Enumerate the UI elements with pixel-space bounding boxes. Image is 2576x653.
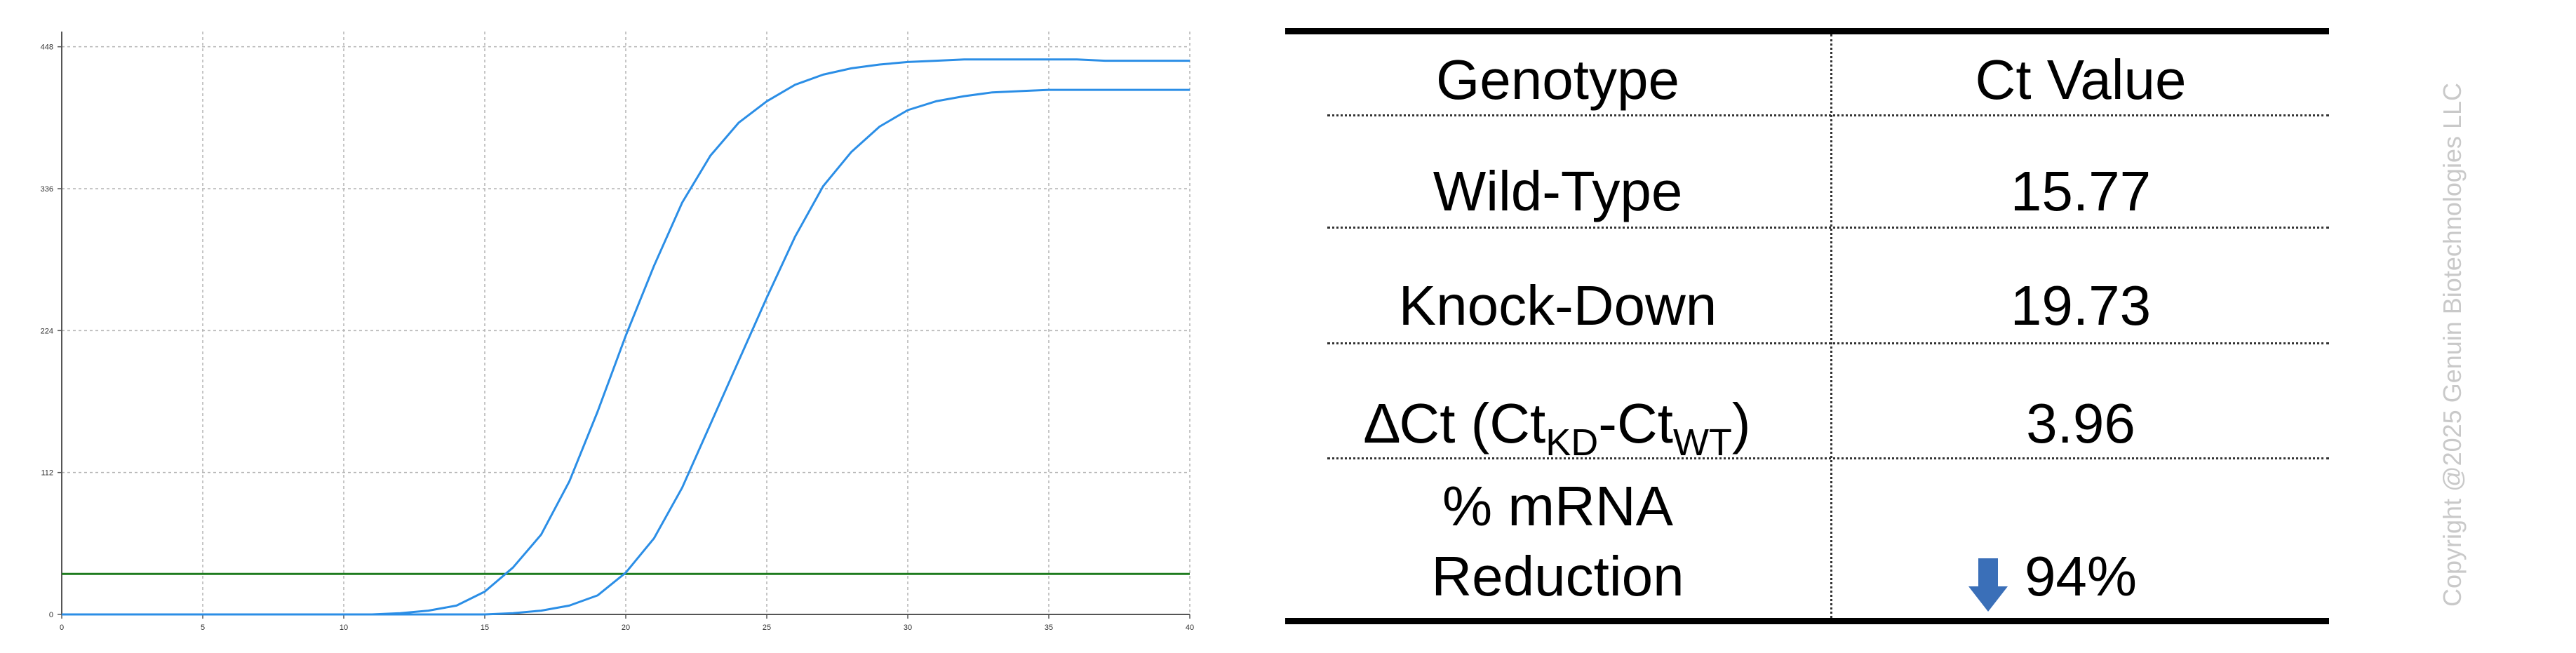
row-delta-ct-label: ∆Ct (CtKD-CtWT) [1285, 391, 1830, 464]
row-wild-type-value: 15.77 [2010, 160, 2152, 222]
ct-value-table: Genotype Ct Value Wild-Type 15.77 Knock-… [1285, 28, 2329, 624]
amplification-chart: 0 5 10 15 20 25 30 35 40 0 112 224 336 448 [41, 32, 1194, 632]
row-divider [1327, 342, 2329, 344]
row-mrna-reduction-value: 94% [2024, 545, 2138, 607]
delta-ct-minus: -Ct [1598, 392, 1673, 455]
x-tick-label: 30 [904, 624, 912, 632]
row-knock-down-value: 19.73 [2010, 274, 2152, 337]
header-ct-value: Ct Value [1975, 48, 2187, 111]
x-tick-label: 20 [622, 624, 630, 632]
x-tick-label: 25 [763, 624, 771, 632]
x-tick-label: 15 [481, 624, 489, 632]
chart-tick-labels: 0 5 10 15 20 25 30 35 40 0 112 224 336 448 [41, 43, 1194, 632]
row-divider [1327, 114, 2329, 116]
down-arrow-icon [1968, 558, 2008, 612]
subscript-wt: WT [1672, 422, 1732, 464]
y-tick-label: 0 [49, 611, 53, 619]
table-top-rule [1285, 28, 2329, 34]
chart-grid [62, 32, 1190, 614]
y-tick-label: 224 [41, 327, 53, 335]
column-separator [1830, 34, 1832, 618]
delta-ct-text: ∆Ct (Ct [1364, 392, 1546, 455]
amplification-curve-2 [62, 88, 1190, 616]
x-tick-label: 0 [60, 624, 64, 632]
y-tick-label: 336 [41, 185, 53, 194]
row-divider [1327, 457, 2329, 459]
delta-ct-close: ) [1731, 392, 1751, 455]
row-delta-ct-value: 3.96 [2026, 392, 2135, 455]
row-divider [1327, 227, 2329, 229]
x-tick-label: 35 [1045, 624, 1053, 632]
header-genotype: Genotype [1436, 48, 1679, 111]
y-tick-label: 448 [41, 43, 53, 52]
amplification-curve-1 [62, 58, 1190, 616]
row-mrna-reduction-label-line2: Reduction [1431, 545, 1684, 607]
row-mrna-reduction-label-line1: % mRNA [1442, 475, 1673, 537]
copyright-notice: Copyright @2025 Genuin Biotechnologies L… [2438, 82, 2467, 607]
x-tick-label: 10 [340, 624, 348, 632]
chart-series [62, 58, 1190, 616]
y-tick-label: 112 [41, 469, 53, 478]
chart-axes [58, 32, 1190, 619]
x-tick-label: 40 [1186, 624, 1194, 632]
row-wild-type-label: Wild-Type [1433, 160, 1683, 222]
x-tick-label: 5 [201, 624, 205, 632]
row-knock-down-label: Knock-Down [1398, 274, 1717, 337]
subscript-kd: KD [1545, 422, 1599, 464]
table-bottom-rule [1285, 618, 2329, 624]
